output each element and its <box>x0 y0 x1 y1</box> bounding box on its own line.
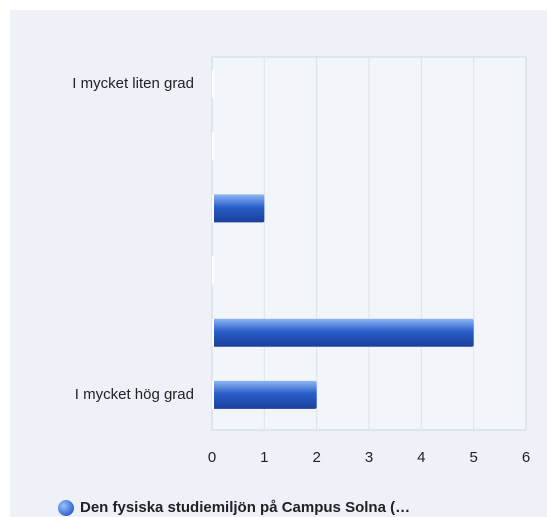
x-tick-label: 3 <box>365 449 373 466</box>
bar <box>212 380 317 409</box>
x-tick-label: 2 <box>312 449 320 466</box>
bar <box>212 194 265 223</box>
x-tick-label: 1 <box>260 449 268 466</box>
x-tick-label: 5 <box>469 449 477 466</box>
x-tick-label: 4 <box>417 449 425 466</box>
x-tick-label: 0 <box>208 449 216 466</box>
legend-label: Den fysiska studiemiljön på Campus Solna… <box>80 499 410 516</box>
y-tick-label: I mycket hög grad <box>75 386 194 403</box>
y-tick-label: I mycket liten grad <box>72 75 194 92</box>
legend-marker <box>58 500 74 516</box>
x-tick-label: 6 <box>522 449 530 466</box>
bar <box>212 318 474 347</box>
